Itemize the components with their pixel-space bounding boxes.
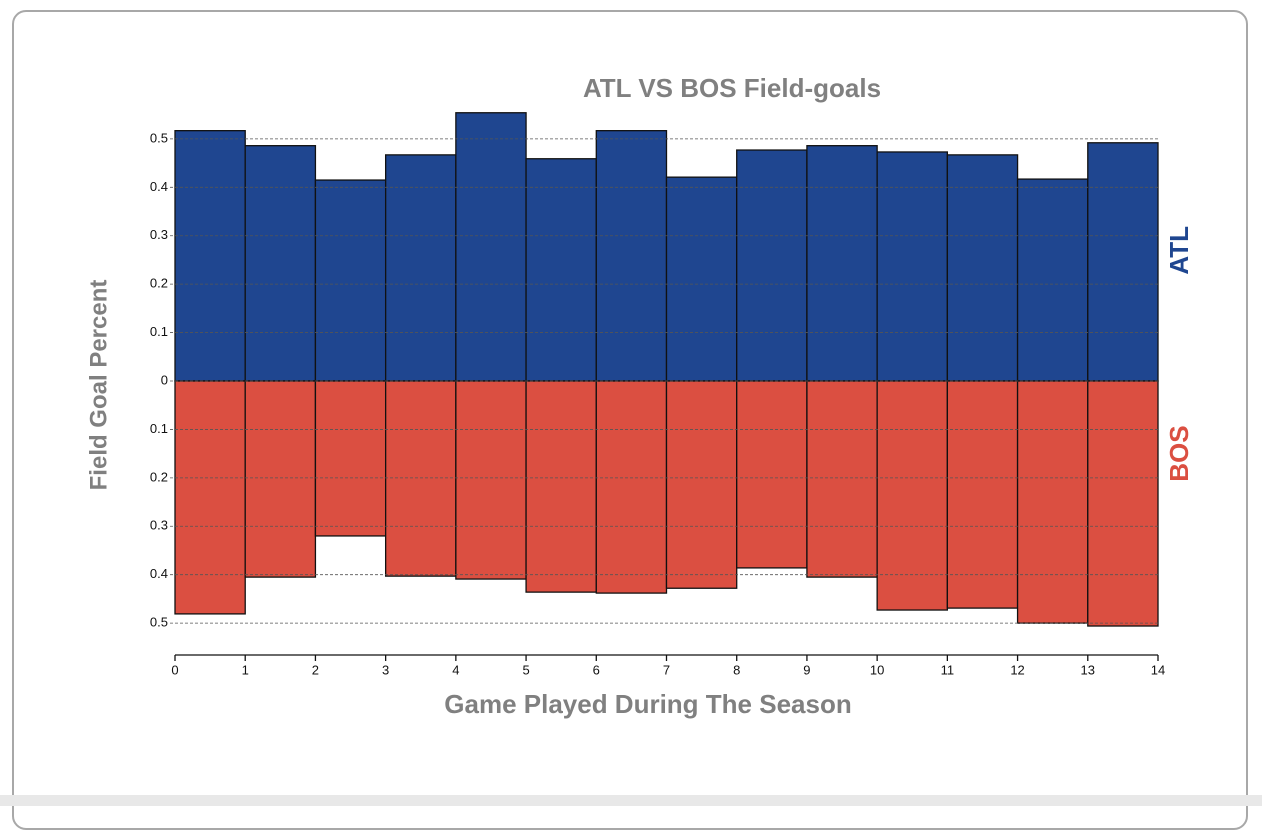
bar (1087, 142, 1159, 382)
bar (806, 145, 878, 382)
x-tick-label: 13 (1081, 662, 1095, 677)
bar (806, 380, 878, 578)
x-tick-label: 5 (522, 662, 529, 677)
y-tick-label: 0.5 (150, 130, 168, 145)
bar (314, 179, 387, 382)
bar (1016, 178, 1089, 382)
x-tick-label: 7 (663, 662, 670, 677)
bar (595, 130, 668, 382)
y-tick-label: 0.4 (150, 566, 168, 581)
bar (1087, 380, 1159, 627)
bar (736, 380, 808, 569)
x-tick-label: 1 (242, 662, 249, 677)
bar (384, 154, 457, 382)
x-axis-label: Game Played During The Season (444, 689, 851, 719)
bar (946, 154, 1019, 382)
y-tick-label: 0.2 (150, 469, 168, 484)
y-tick-label: 0.1 (150, 324, 168, 339)
legend-label: BOS (1164, 425, 1194, 481)
x-tick-label: 4 (452, 662, 459, 677)
page: ATL VS BOS Field-goals Game Played Durin… (0, 10, 1262, 830)
y-tick-label: 0.3 (150, 227, 168, 242)
legend-label: ATL (1164, 226, 1194, 275)
bar (736, 149, 808, 382)
bar (876, 151, 949, 382)
bar (244, 380, 317, 578)
y-axis-label: Field Goal Percent (85, 280, 112, 491)
bar (665, 380, 738, 589)
x-tick-label: 6 (593, 662, 600, 677)
x-tick-label: 11 (941, 662, 955, 677)
bar (665, 176, 738, 382)
x-tick-label: 8 (733, 662, 740, 677)
bottom-strip (0, 795, 1262, 806)
bar (946, 380, 1019, 609)
y-tick-label: 0.5 (150, 615, 168, 630)
x-tick-label: 0 (171, 662, 178, 677)
chart: ATL VS BOS Field-goals Game Played Durin… (85, 73, 1194, 719)
y-tick-label: 0.1 (150, 421, 168, 436)
bar (876, 380, 949, 611)
bar (525, 158, 597, 382)
chart-title: ATL VS BOS Field-goals (583, 73, 881, 103)
x-tick-label: 2 (312, 662, 319, 677)
x-tick-label: 12 (1010, 662, 1024, 677)
y-tick-label: 0.2 (150, 276, 168, 291)
bar (174, 380, 246, 615)
bar (244, 145, 317, 382)
bar (384, 380, 457, 577)
x-tick-label: 9 (803, 662, 810, 677)
y-tick-label: 0.3 (150, 518, 168, 533)
x-tick-label: 3 (382, 662, 389, 677)
y-tick-label: 0 (161, 372, 168, 387)
bar (174, 130, 246, 382)
bar (595, 380, 668, 594)
bar (1016, 380, 1089, 624)
x-tick-label: 10 (870, 662, 884, 677)
bar (455, 112, 527, 382)
bar (314, 380, 387, 537)
bar (455, 380, 527, 580)
bar (525, 380, 597, 593)
y-tick-label: 0.4 (150, 179, 168, 194)
x-tick-label: 14 (1151, 662, 1165, 677)
